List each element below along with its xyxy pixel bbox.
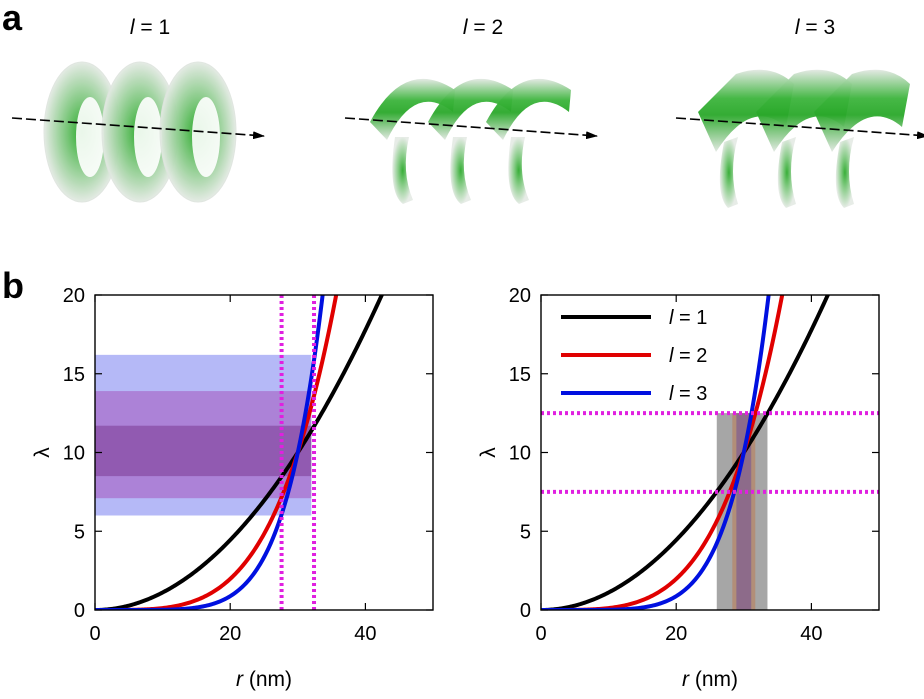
chart2-legend-label-3: l = 3 (669, 383, 707, 405)
chart2-y-tick-label: 10 (509, 443, 531, 465)
helix-label-var-3: l (795, 16, 801, 39)
chart1-x-axis-label-var: r (236, 668, 244, 691)
chart2-y-tick-label: 15 (509, 364, 531, 386)
chart2-x-tick-label: 0 (535, 623, 546, 645)
helix-axis-arrow (675, 117, 924, 140)
helix-label-var-1: l (130, 16, 136, 39)
helix-turn-hole (76, 97, 104, 177)
helix-label-eq-1: = 1 (135, 16, 171, 39)
helix-axis-arrow (344, 117, 598, 140)
helix-sheet-tail (450, 137, 471, 204)
helix-sheet (756, 69, 852, 152)
helix-label-eq-3: = 3 (800, 16, 836, 39)
helix-label-eq-2: = 2 (468, 16, 504, 39)
helix-1: l = 1 (11, 16, 265, 203)
chart2-legend-label-eq-3: = 3 (673, 383, 707, 405)
helix-label-var-2: l (463, 16, 469, 39)
chart2-legend-label-1: l = 1 (669, 307, 707, 329)
chart1-y-tick-label: 0 (74, 600, 85, 622)
chart2-legend-label-eq-2: = 2 (673, 345, 707, 367)
chart2-x-axis-label: r (nm) (682, 668, 738, 691)
helix-turn-hole (134, 97, 162, 177)
chart1-y-tick-label: 10 (63, 443, 85, 465)
chart2-x-tick-label: 20 (665, 623, 687, 645)
helix-3: l = 3 (675, 16, 924, 208)
helix-label-1: l = 1 (130, 16, 170, 39)
panel-b-letter: b (2, 265, 24, 306)
chart2-band-0 (716, 413, 768, 610)
chart1-x-axis-label: r (nm) (236, 668, 292, 691)
chart1-x-tick-label: 20 (219, 623, 241, 645)
helix-sheet-tail (392, 137, 413, 204)
chart2-y-tick-label: 5 (520, 521, 531, 543)
chart2-legend-label-var-1: l (669, 307, 674, 329)
helix-label-3: l = 3 (795, 16, 835, 39)
chart1-band-2 (95, 425, 312, 477)
helix-sheet-tail (508, 137, 529, 204)
chart2-legend-label-2: l = 2 (669, 345, 707, 367)
chart1-y-tick-label: 15 (63, 364, 85, 386)
chart2-x-axis-label-var: r (682, 668, 690, 691)
chart1-y-axis-label: λ (31, 447, 54, 458)
helix-sheet (370, 78, 455, 140)
chart2-axes-frame (540, 294, 880, 611)
chart1-y-tick-label: 20 (63, 285, 85, 307)
chart1-x-tick-label: 40 (354, 623, 376, 645)
helix-sheet-tail (777, 137, 796, 208)
helix-sheet (814, 69, 910, 152)
chart2-y-axis-label: λ (477, 447, 500, 458)
chart2-x-tick-label: 40 (800, 623, 822, 645)
helix-sheet (698, 69, 794, 152)
chart2-legend-label-var-3: l (669, 383, 674, 405)
chart2-y-tick-label: 20 (509, 285, 531, 307)
chart1-x-tick-label: 0 (89, 623, 100, 645)
helix-turn-hole (192, 97, 220, 177)
chart-left: 0 20 40 0 5 10 15 20 r (nm) λ (31, 285, 434, 691)
helix-sheet-tail (719, 137, 738, 208)
chart1-x-axis-label-unit: (nm) (243, 668, 292, 691)
chart2-series-line-1 (541, 295, 830, 610)
chart2-legend-label-eq-1: = 1 (673, 307, 707, 329)
helix-2: l = 2 (344, 16, 598, 204)
helix-sheet-tail (835, 137, 854, 208)
chart2-x-axis-label-unit: (nm) (689, 668, 738, 691)
chart1-y-tick-label: 5 (74, 521, 85, 543)
chart2-legend-label-var-2: l (669, 345, 674, 367)
panel-a-letter: a (2, 0, 23, 38)
helix-sheet (486, 78, 571, 140)
chart2-y-tick-label: 0 (520, 600, 531, 622)
chart1-plot-area (95, 295, 384, 610)
chart1-band-1 (95, 391, 312, 499)
helix-axis-arrow (11, 117, 265, 140)
chart2-plot-area (541, 295, 879, 610)
helix-label-2: l = 2 (463, 16, 503, 39)
chart1-series-line-1 (95, 295, 384, 610)
